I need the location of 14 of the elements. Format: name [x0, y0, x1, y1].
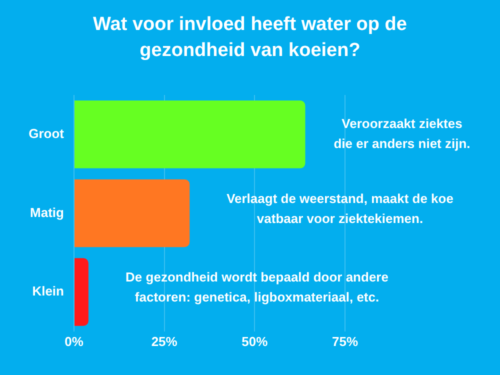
x-tick-label: 0% — [64, 334, 84, 349]
bar — [74, 258, 88, 326]
annotation: Veroorzaakt ziektes die er anders niet zijn. — [334, 116, 470, 151]
x-tick-label: 75% — [332, 334, 358, 349]
bar — [74, 179, 190, 248]
annotation: Verlaagt de weerstand, maakt de koe vatbaar voor ziektekiemen. — [226, 190, 454, 226]
y-tick-label: Groot — [28, 126, 65, 141]
annotation: De gezondheid wordt bepaald door andere factoren: genetica, ligboxmateriaal, etc. — [126, 270, 388, 305]
chart-title: Wat voor invloed heeft water op de gezondheid van koeien? — [92, 13, 408, 63]
bar — [74, 100, 306, 168]
y-tick-label: Klein — [32, 284, 64, 299]
x-tick-label: 25% — [151, 334, 178, 349]
y-tick-label: Matig — [30, 204, 64, 220]
x-tick-label: 50% — [242, 334, 268, 349]
